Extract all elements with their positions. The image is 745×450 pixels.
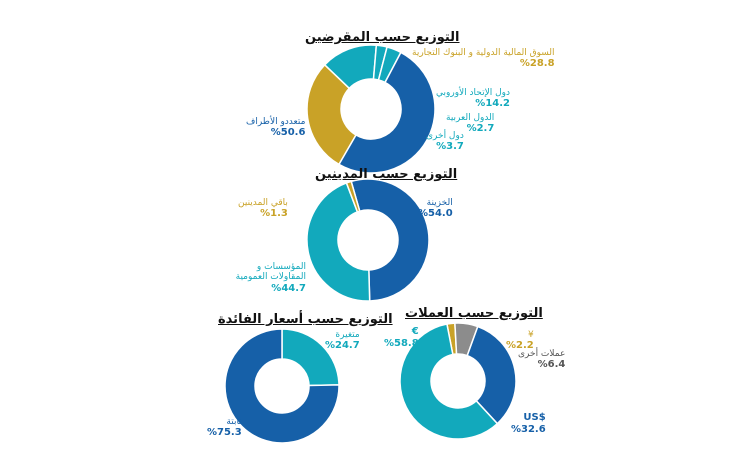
donut-slice: [306, 63, 358, 166]
currencies-label-other: عملات أخرى %6.4: [518, 349, 566, 371]
lenders-label-arab: الدول العربية %2.7: [446, 113, 495, 135]
donut-slice: [466, 325, 517, 425]
rates-label-variable: متغيرة %24.7: [325, 330, 360, 352]
currencies-chart-title: التوزيع حسب العملات: [405, 306, 543, 321]
rates-donut: [224, 328, 340, 444]
donut-slice: [281, 328, 340, 387]
lenders-chart-title: التوزيع حسب المقرضين: [305, 30, 460, 45]
debtors-label-public-enterprises: المؤسسات و المقاولات العمومية %44.7: [235, 262, 306, 294]
donut-slice: [345, 180, 361, 213]
debtors-label-other: باقي المدينين %1.3: [238, 198, 288, 220]
lenders-donut: [306, 44, 436, 174]
rates-chart-title: التوزيع حسب أسعار الفائدة: [218, 312, 393, 327]
debtors-label-treasury: الخزينة %54.0: [418, 198, 453, 220]
currencies-label-yen: ¥ %2.2: [506, 330, 534, 352]
currencies-donut: [399, 322, 517, 440]
donut-slice: [399, 323, 499, 440]
debtors-chart-title: التوزيع حسب المدينين: [315, 167, 458, 182]
donut-slice: [337, 51, 436, 174]
debtors-donut: [306, 178, 430, 302]
currencies-label-usd: $US %32.6: [511, 412, 546, 435]
donut-slice: [224, 328, 340, 444]
lenders-label-eu: دول الإتحاد الأوروبي %14.2: [436, 88, 510, 110]
lenders-label-other: دول أخرى %3.7: [426, 131, 464, 153]
donut-slice: [350, 178, 430, 302]
donut-slice: [306, 181, 371, 302]
lenders-label-multilateral: متعددو الأطراف %50.6: [246, 117, 306, 139]
lenders-label-intl-markets: السوق المالية الدولية و البنوك التجارية%…: [412, 48, 555, 70]
rates-label-fixed: ثابتة %75.3: [207, 417, 242, 439]
currencies-label-euro: € %58.8: [384, 326, 419, 349]
